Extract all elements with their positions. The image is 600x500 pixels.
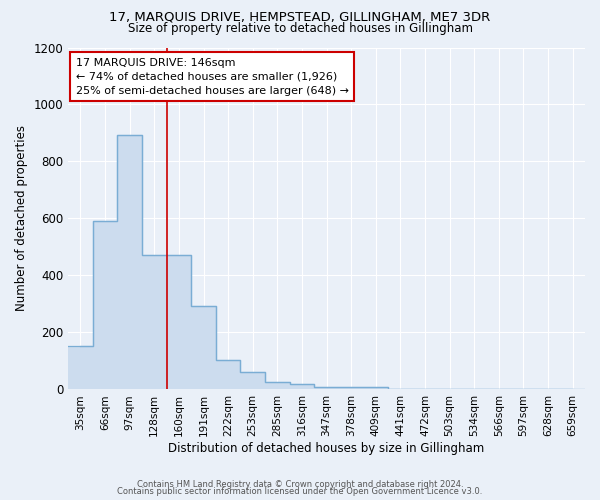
- Text: 17 MARQUIS DRIVE: 146sqm
← 74% of detached houses are smaller (1,926)
25% of sem: 17 MARQUIS DRIVE: 146sqm ← 74% of detach…: [76, 58, 349, 96]
- Text: 17, MARQUIS DRIVE, HEMPSTEAD, GILLINGHAM, ME7 3DR: 17, MARQUIS DRIVE, HEMPSTEAD, GILLINGHAM…: [109, 11, 491, 24]
- X-axis label: Distribution of detached houses by size in Gillingham: Distribution of detached houses by size …: [169, 442, 485, 455]
- Text: Contains HM Land Registry data © Crown copyright and database right 2024.: Contains HM Land Registry data © Crown c…: [137, 480, 463, 489]
- Text: Size of property relative to detached houses in Gillingham: Size of property relative to detached ho…: [128, 22, 473, 35]
- Text: Contains public sector information licensed under the Open Government Licence v3: Contains public sector information licen…: [118, 487, 482, 496]
- Y-axis label: Number of detached properties: Number of detached properties: [15, 126, 28, 312]
